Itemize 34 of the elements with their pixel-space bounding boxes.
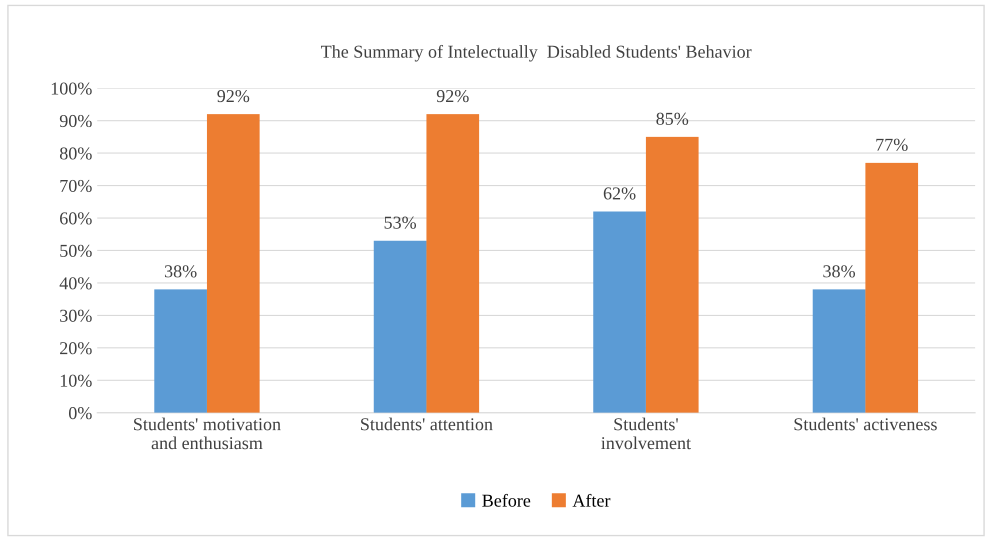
data-label: 77% [876,138,908,151]
data-label: 38% [164,265,197,278]
data-label: 85% [656,112,688,125]
legend-label: After [572,494,610,507]
y-tick-label: 0% [68,407,92,420]
bar [426,114,480,413]
y-tick-label: 80% [60,147,92,160]
y-tick-label: 20% [60,342,92,354]
chart-title: The Summary of Intelectually Disabled Students' Behavior [321,44,752,62]
y-tick-label: 10% [60,374,92,387]
y-tick-label: 60% [60,212,92,225]
data-label: 92% [217,90,250,102]
x-tick-label: Students' involvement [601,418,691,450]
bar [865,162,918,413]
data-label: 62% [604,187,636,200]
legend-label: Before [482,494,530,507]
y-tick-label: 30% [60,310,92,322]
y-tick-label: 40% [60,277,92,290]
bar [646,136,699,413]
x-tick-label: Students' motivation and enthusiasm [134,418,281,450]
data-label: 92% [436,90,469,102]
x-tick-label: Students' activeness [794,418,937,430]
y-tick-label: 100% [52,82,92,95]
y-tick-label: 70% [60,180,92,192]
y-tick-label: 50% [60,244,92,257]
bar [374,240,426,413]
data-label: 38% [823,265,855,278]
y-tick-label: 90% [60,114,92,128]
x-tick-label: Students' attention [361,418,493,430]
data-label: 53% [384,216,416,229]
bar [206,114,260,413]
bar [154,289,207,413]
bar [593,212,646,413]
bar [812,289,866,413]
